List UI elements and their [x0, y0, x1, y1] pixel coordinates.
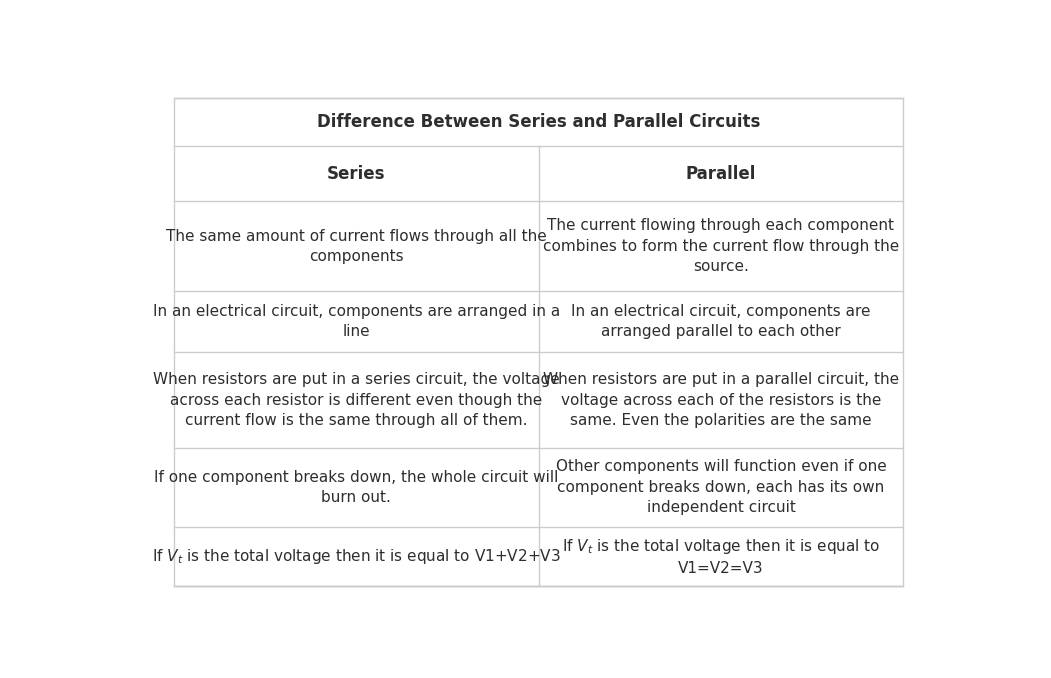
Text: When resistors are put in a parallel circuit, the
voltage across each of the res: When resistors are put in a parallel cir… [543, 372, 899, 428]
Text: If one component breaks down, the whole circuit will
burn out.: If one component breaks down, the whole … [154, 470, 558, 505]
Text: If $V_t$ is the total voltage then it is equal to V1+V2+V3: If $V_t$ is the total voltage then it is… [152, 547, 561, 566]
Text: In an electrical circuit, components are arranged in a
line: In an electrical circuit, components are… [152, 304, 560, 340]
Text: The current flowing through each component
combines to form the current flow thr: The current flowing through each compone… [542, 218, 899, 274]
Text: When resistors are put in a series circuit, the voltage
across each resistor is : When resistors are put in a series circu… [153, 372, 560, 428]
Text: The same amount of current flows through all the
components: The same amount of current flows through… [166, 228, 547, 264]
Text: In an electrical circuit, components are
arranged parallel to each other: In an electrical circuit, components are… [571, 304, 870, 340]
Text: Other components will function even if one
component breaks down, each has its o: Other components will function even if o… [556, 460, 886, 515]
Text: Difference Between Series and Parallel Circuits: Difference Between Series and Parallel C… [317, 113, 760, 131]
Bar [174, 98, 903, 586]
Text: If $V_t$ is the total voltage then it is equal to
V1=V2=V3: If $V_t$ is the total voltage then it is… [562, 537, 880, 576]
Text: Parallel: Parallel [685, 165, 756, 182]
Text: Series: Series [327, 165, 386, 182]
